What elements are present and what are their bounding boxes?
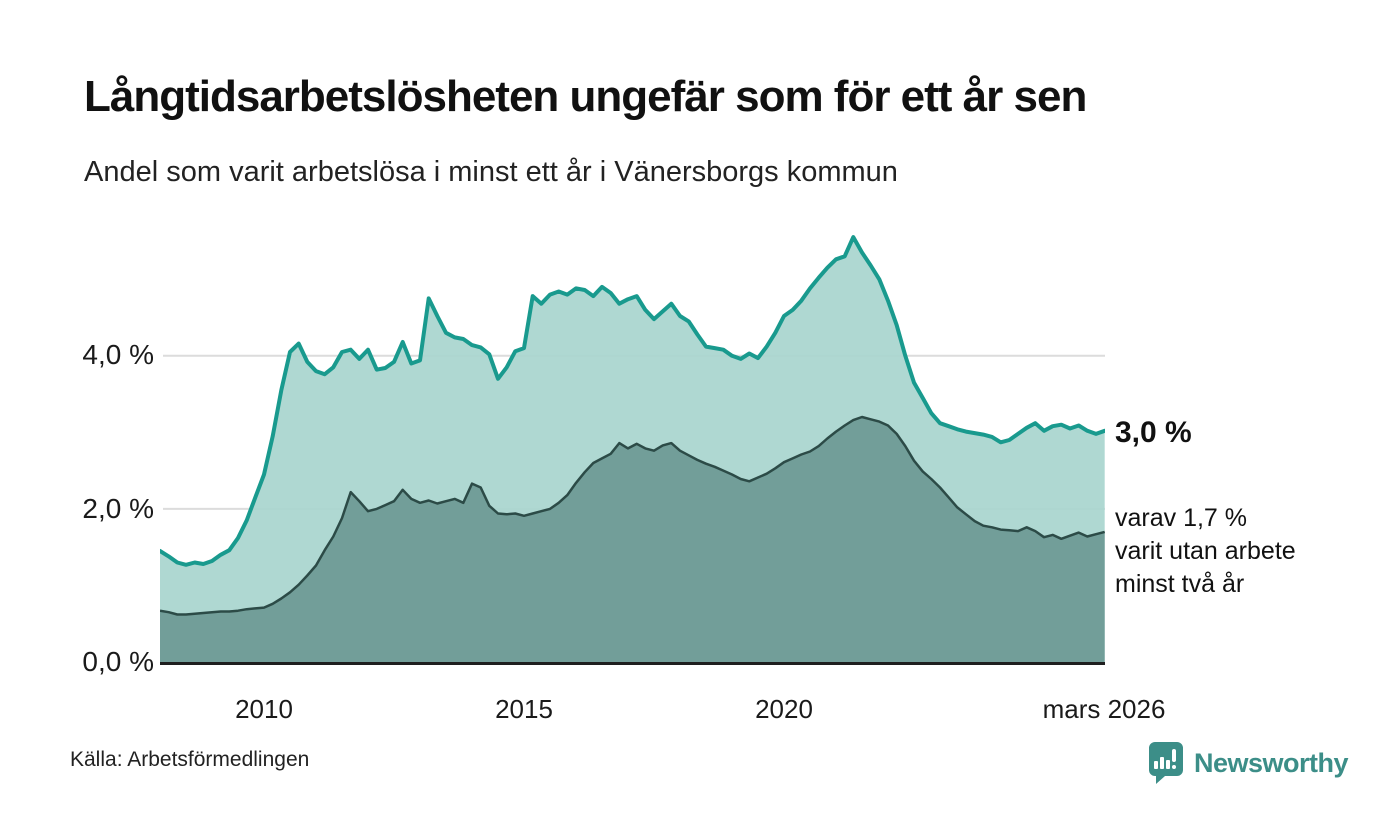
newsworthy-logo-text: Newsworthy (1194, 747, 1349, 778)
page-subtitle: Andel som varit arbetslösa i minst ett å… (84, 156, 898, 188)
area-chart (160, 235, 1105, 665)
x-axis-label-mars-2026: mars 2026 (1042, 694, 1166, 724)
page-title: Långtidsarbetslösheten ungefär som för e… (84, 72, 1087, 121)
x-axis-label-2015: 2015 (495, 694, 553, 724)
y-axis-label-0: 0,0 % (82, 646, 154, 677)
x-axis-label-2010: 2010 (235, 694, 293, 724)
two-year-annotation-line-2: varit utan arbete (1115, 537, 1296, 565)
newsworthy-logo-icon (1149, 742, 1183, 784)
y-axis-label-2: 2,0 % (82, 493, 154, 524)
two-year-annotation-line-3: minst två år (1115, 570, 1245, 598)
newsworthy-logo[interactable]: Newsworthy (1145, 740, 1349, 786)
latest-value-label: 3,0 % (1115, 416, 1192, 449)
y-axis-label-4: 4,0 % (82, 339, 154, 370)
two-year-annotation-line-1: varav 1,7 % (1115, 504, 1248, 532)
x-axis-label-2020: 2020 (755, 694, 813, 724)
source-attribution: Källa: Arbetsförmedlingen (70, 748, 310, 771)
